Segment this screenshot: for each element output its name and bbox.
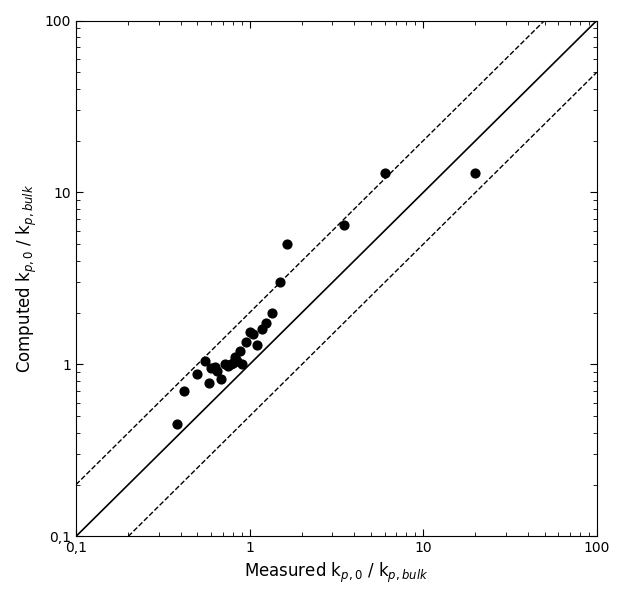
Point: [228, 358, 238, 368]
Point: [275, 278, 285, 287]
Point: [241, 337, 251, 347]
Point: [248, 329, 258, 339]
Point: [380, 168, 390, 178]
Point: [199, 356, 209, 365]
Point: [226, 359, 236, 369]
Point: [179, 386, 189, 396]
Point: [339, 220, 349, 229]
Point: [235, 346, 245, 356]
Point: [216, 374, 226, 384]
Y-axis label: Computed k$_{p,0}$ / k$_{p,bulk}$: Computed k$_{p,0}$ / k$_{p,bulk}$: [15, 184, 39, 373]
Point: [257, 325, 267, 334]
Point: [204, 378, 214, 388]
Point: [252, 340, 262, 350]
Point: [237, 359, 247, 369]
Point: [172, 419, 182, 429]
Point: [210, 362, 220, 371]
Point: [192, 369, 202, 379]
Point: [471, 168, 481, 178]
Point: [212, 366, 222, 376]
Point: [220, 359, 230, 369]
Point: [282, 239, 292, 249]
Point: [229, 353, 239, 362]
Point: [261, 318, 271, 328]
Point: [206, 364, 216, 373]
Point: [223, 361, 233, 371]
Point: [232, 356, 242, 365]
Point: [268, 308, 278, 317]
Point: [244, 327, 254, 337]
X-axis label: Measured k$_{p,0}$ / k$_{p,bulk}$: Measured k$_{p,0}$ / k$_{p,bulk}$: [244, 561, 429, 585]
